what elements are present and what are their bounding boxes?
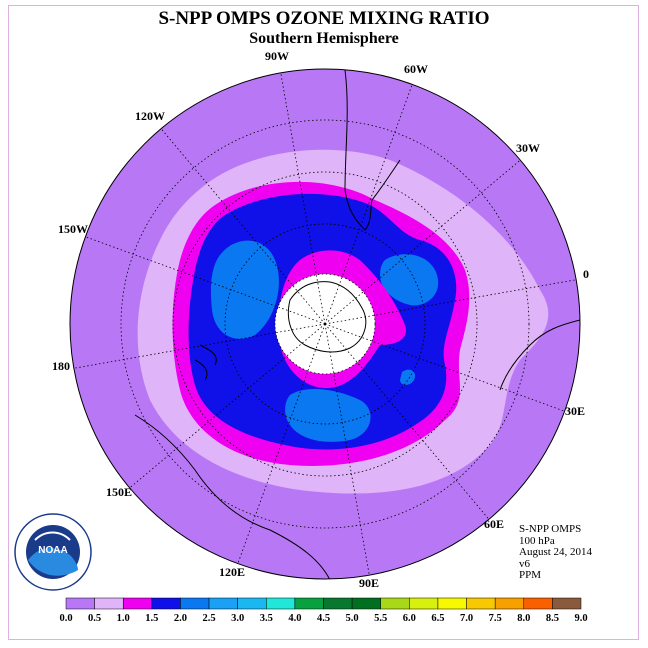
colorbar-tick-label: 1.0 xyxy=(117,613,130,624)
info-instrument: S-NPP OMPS xyxy=(519,523,582,535)
lon-label-60e: 60E xyxy=(484,517,504,531)
colorbar-tick-label: 9.0 xyxy=(574,613,587,624)
colorbar-segment xyxy=(237,597,267,610)
colorbar-tick-label: 8.0 xyxy=(517,613,530,624)
meridian-line xyxy=(129,323,326,489)
colorbar-segment xyxy=(208,597,238,610)
meridian-line xyxy=(160,128,326,325)
colorbar-tick-label: 5.5 xyxy=(374,613,387,624)
lon-label-120e: 120E xyxy=(219,565,245,579)
colorbar-tick-label: 3.5 xyxy=(260,613,273,624)
data-info-block: S-NPP OMPS 100 hPa August 24, 2014 v6 PP… xyxy=(519,523,593,582)
lon-label-90w: 90W xyxy=(265,49,289,63)
colorbar-tick-label: 0.5 xyxy=(88,613,101,624)
lon-label-150e: 150E xyxy=(106,485,132,499)
meridian-line xyxy=(324,84,413,325)
info-date: August 24, 2014 xyxy=(519,546,593,558)
colorbar-segment xyxy=(151,597,181,610)
lon-label-120w: 120W xyxy=(135,109,165,123)
colorbar-tick-label: 4.0 xyxy=(288,613,301,624)
colorbar-tick-label: 5.0 xyxy=(346,613,359,624)
colorbar-segment xyxy=(65,597,95,610)
lon-label-180: 180 xyxy=(52,359,70,373)
colorbar-tick-label: 7.0 xyxy=(460,613,473,624)
noaa-logo: NOAA xyxy=(14,513,92,591)
colorbar-segment xyxy=(437,597,467,610)
longitude-label-group: 90W 60W 30W 0 30E 60E 90E 120E 150E 180 … xyxy=(52,49,589,590)
colorbar: 0.0 0.5 1.0 1.5 2.0 2.5 3.0 3.5 4.0 4.5 5.0 5.5 6.0 6… xyxy=(59,597,588,624)
colorbar-segment xyxy=(266,597,296,610)
colorbar-tick-label: 2.0 xyxy=(174,613,187,624)
map-title: S-NPP OMPS OZONE MIXING RATIO xyxy=(158,8,490,29)
lon-label-150w: 150W xyxy=(58,222,88,236)
colorbar-segment xyxy=(380,597,410,610)
meridian-line xyxy=(73,323,326,369)
colorbar-tick-label: 3.0 xyxy=(231,613,244,624)
longitude-lines xyxy=(73,72,577,576)
south-america-coastline xyxy=(344,69,401,231)
meridian-line xyxy=(324,279,577,325)
light-blue-patch-south xyxy=(285,388,371,442)
colorbar-segment xyxy=(180,597,210,610)
colorbar-tick-label: 0.0 xyxy=(59,613,72,624)
meridian-line xyxy=(324,323,490,520)
colorbar-segment xyxy=(94,597,124,610)
info-version: v6 xyxy=(519,557,530,570)
meridian-line xyxy=(237,323,326,564)
colorbar-segment xyxy=(351,597,381,610)
latitude-circles xyxy=(120,119,530,529)
lon-label-0: 0 xyxy=(583,267,589,281)
colorbar-segment xyxy=(494,597,525,610)
antarctica-coastline xyxy=(287,281,367,353)
lon-label-60w: 60W xyxy=(404,62,428,76)
colorbar-segment xyxy=(294,597,324,610)
colorbar-segment xyxy=(552,597,582,610)
colorbar-tick-label: 1.5 xyxy=(145,613,158,624)
noaa-logo-text: NOAA xyxy=(38,545,67,556)
colorbar-tick-label: 2.5 xyxy=(202,613,215,624)
light-blue-patch-west xyxy=(210,240,279,339)
colorbar-segment xyxy=(523,597,553,610)
lon-label-30w: 30W xyxy=(516,141,540,155)
figure-frame xyxy=(8,5,639,640)
colorbar-segment xyxy=(466,597,496,610)
info-units: PPM xyxy=(519,569,542,581)
new-zealand-coastline xyxy=(194,344,217,381)
colorbar-tick-label: 7.5 xyxy=(489,613,502,624)
colorbar-tick-label: 6.0 xyxy=(403,613,416,624)
light-blue-patch-east xyxy=(380,254,439,306)
meridian-line xyxy=(280,72,326,325)
meridian-line xyxy=(324,323,370,576)
africa-coastline xyxy=(499,319,580,391)
colorbar-segment xyxy=(122,597,153,610)
info-pressure: 100 hPa xyxy=(519,534,555,547)
colorbar-segment xyxy=(323,597,353,610)
colorbar-tick-label: 4.5 xyxy=(317,613,330,624)
meridian-line xyxy=(324,159,521,325)
colorbar-segment xyxy=(409,597,439,610)
map-disk xyxy=(70,69,580,579)
australia-coastline xyxy=(134,414,331,579)
map-boundary xyxy=(69,68,581,580)
colorbar-tick-label: 6.5 xyxy=(431,613,444,624)
light-blue-patch-small xyxy=(400,369,416,385)
meridian-line xyxy=(85,236,326,325)
map-subtitle: Southern Hemisphere xyxy=(249,30,399,47)
lon-label-30e: 30E xyxy=(565,404,585,418)
meridian-line xyxy=(324,323,565,412)
lon-label-90e: 90E xyxy=(359,576,379,590)
colorbar-tick-label: 8.5 xyxy=(546,613,559,624)
